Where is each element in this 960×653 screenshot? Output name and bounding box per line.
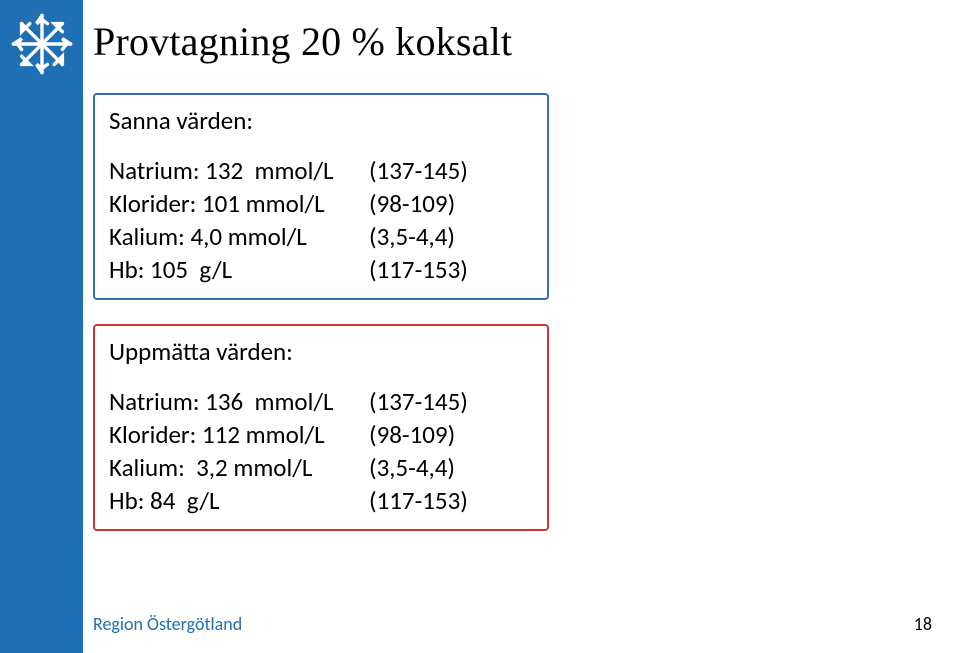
snowflake-icon: [8, 10, 76, 83]
table-row: Klorider: 112 mmol/L (98-109): [109, 418, 533, 451]
table-row: Kalium: 3,2 mmol/L (3,5-4,4): [109, 451, 533, 484]
row-range: (137-145): [369, 385, 468, 418]
row-range: (3,5-4,4): [369, 220, 455, 253]
row-range: (117-153): [369, 484, 468, 517]
row-range: (98-109): [369, 418, 455, 451]
table-row: Natrium: 132 mmol/L (137-145): [109, 154, 533, 187]
row-label: Natrium: 136 mmol/L: [109, 385, 369, 418]
page-title: Provtagning 20 % koksalt: [93, 18, 932, 65]
table-row: Klorider: 101 mmol/L (98-109): [109, 187, 533, 220]
row-label: Kalium: 4,0 mmol/L: [109, 220, 369, 253]
row-range: (3,5-4,4): [369, 451, 455, 484]
measured-values-heading: Uppmätta värden:: [109, 336, 533, 367]
table-row: Hb: 84 g/L (117-153): [109, 484, 533, 517]
true-values-heading: Sanna värden:: [109, 105, 533, 136]
footer-region: Region Östergötland: [93, 613, 242, 635]
row-range: (137-145): [369, 154, 468, 187]
table-row: Kalium: 4,0 mmol/L (3,5-4,4): [109, 220, 533, 253]
row-label: Hb: 84 g/L: [109, 484, 369, 517]
table-row: Natrium: 136 mmol/L (137-145): [109, 385, 533, 418]
row-range: (98-109): [369, 187, 455, 220]
row-label: Hb: 105 g/L: [109, 253, 369, 286]
row-label: Klorider: 112 mmol/L: [109, 418, 369, 451]
row-label: Natrium: 132 mmol/L: [109, 154, 369, 187]
measured-values-box: Uppmätta värden: Natrium: 136 mmol/L (13…: [93, 324, 549, 531]
table-row: Hb: 105 g/L (117-153): [109, 253, 533, 286]
row-range: (117-153): [369, 253, 468, 286]
row-label: Klorider: 101 mmol/L: [109, 187, 369, 220]
true-values-box: Sanna värden: Natrium: 132 mmol/L (137-1…: [93, 93, 549, 300]
page-number: 18: [914, 613, 932, 635]
row-label: Kalium: 3,2 mmol/L: [109, 451, 369, 484]
slide-content: Provtagning 20 % koksalt Sanna värden: N…: [83, 0, 960, 653]
sidebar: [0, 0, 83, 653]
